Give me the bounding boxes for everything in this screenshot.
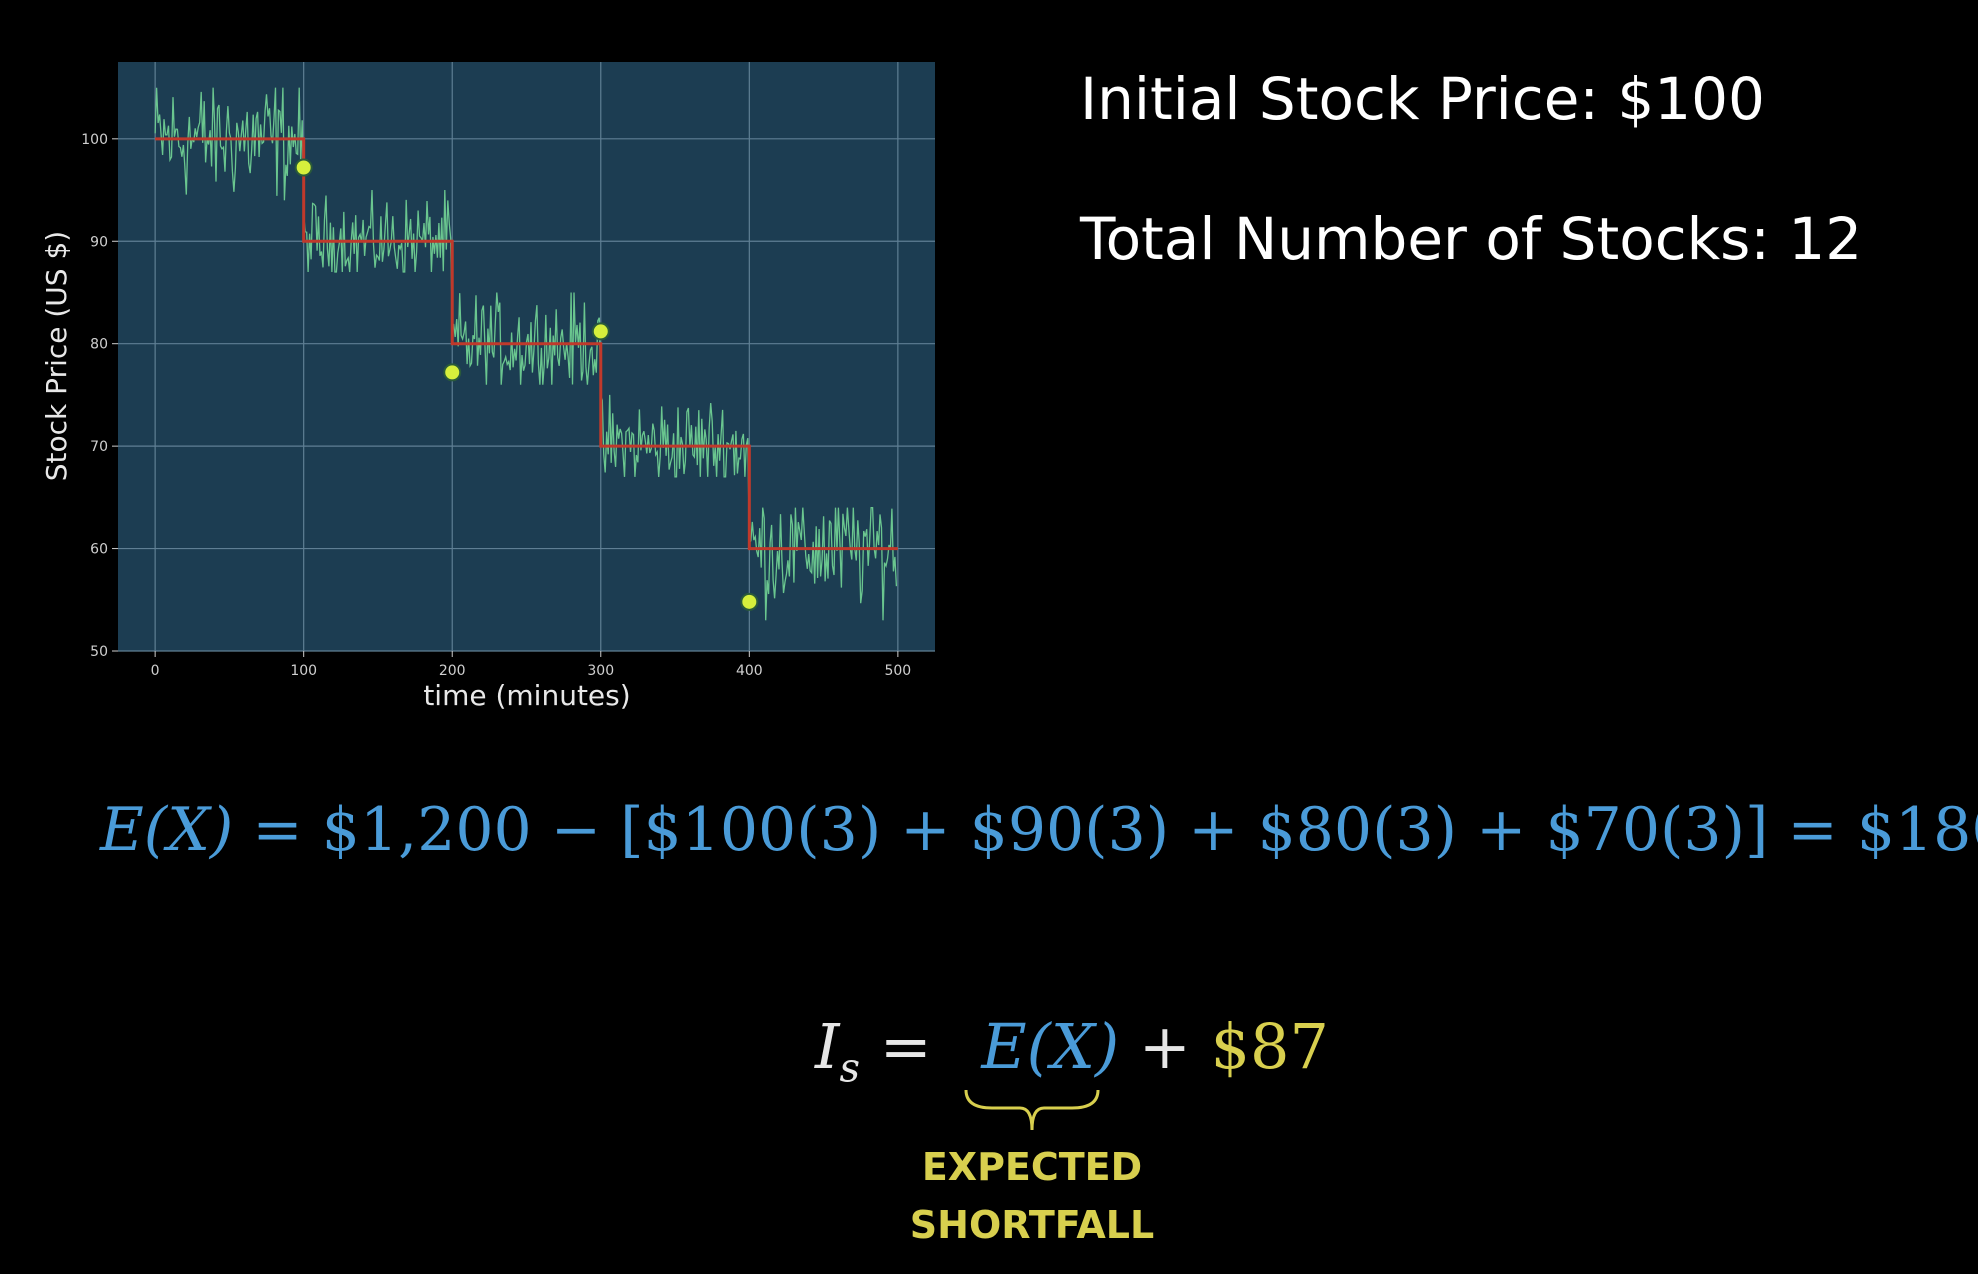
expected-value-equation: E(X) = $1,200 − [$100(3) + $90(3) + $80(… xyxy=(100,795,1978,865)
execution-point xyxy=(294,158,313,177)
y-tick-label: 100 xyxy=(81,132,108,148)
x-axis-label: time (minutes) xyxy=(423,679,630,712)
x-tick-label: 100 xyxy=(290,663,317,679)
execution-point xyxy=(740,592,759,611)
is-equals: = xyxy=(879,1010,932,1083)
step-price-series xyxy=(155,137,898,551)
is-expected-term: E(X) xyxy=(981,1010,1120,1083)
step-price-line xyxy=(155,137,898,551)
x-tick-label: 0 xyxy=(151,663,160,679)
expected-value-expression: = $1,200 − [$100(3) + $90(3) + $80(3) + … xyxy=(252,795,1978,865)
y-tick-label: 90 xyxy=(90,234,108,250)
execution-point xyxy=(591,322,610,341)
y-axis-label: Stock Price (US $) xyxy=(40,231,73,481)
is-extra-cost: $87 xyxy=(1210,1010,1329,1083)
y-tick-label: 80 xyxy=(90,337,108,353)
implementation-shortfall-equation: Is = E(X) + $87 xyxy=(815,1010,1329,1091)
x-tick-label: 500 xyxy=(884,663,911,679)
is-symbol: I xyxy=(815,1010,840,1083)
x-tick-label: 400 xyxy=(736,663,763,679)
is-subscript: s xyxy=(839,1045,861,1092)
total-number-of-stocks: Total Number of Stocks: 12 xyxy=(1080,205,1863,273)
y-tick-label: 50 xyxy=(90,644,108,660)
initial-stock-price: Initial Stock Price: $100 xyxy=(1080,65,1765,133)
expected-shortfall-label: EXPECTED SHORTFALL xyxy=(900,1138,1164,1254)
expected-shortfall-line-2: SHORTFALL xyxy=(909,1203,1155,1247)
x-tick-label: 300 xyxy=(587,663,614,679)
execution-points xyxy=(294,158,759,611)
y-tick-label: 60 xyxy=(90,542,108,558)
chart-canvas: 0 100 200 300 400 500 50 60 70 80 90 100 time (minu… xyxy=(40,62,935,712)
expected-shortfall-line-1: EXPECTED xyxy=(921,1145,1143,1189)
stock-price-chart: 0 100 200 300 400 500 50 60 70 80 90 100 time (minu… xyxy=(30,50,950,730)
y-tick-label: 70 xyxy=(90,439,108,455)
x-tick-label: 200 xyxy=(439,663,466,679)
axis-ticks: 0 100 200 300 400 500 50 60 70 80 90 100 xyxy=(81,132,911,679)
noisy-price-line xyxy=(154,87,898,621)
noisy-price-series xyxy=(154,87,898,621)
underbrace-icon xyxy=(964,1089,1100,1131)
is-plus: + xyxy=(1138,1010,1191,1083)
execution-point xyxy=(443,363,462,382)
expected-value-term: E(X) xyxy=(100,795,234,865)
plot-background xyxy=(118,62,935,651)
